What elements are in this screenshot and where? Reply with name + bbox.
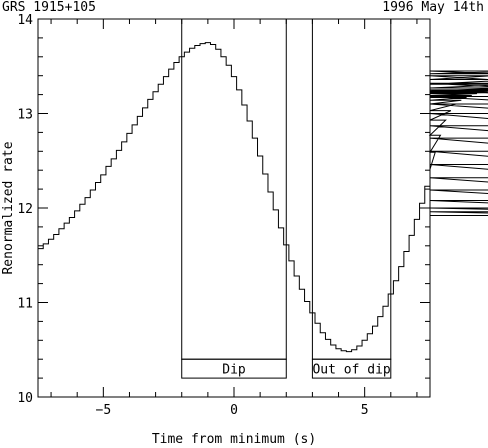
plot-area: −5 0 5 10 11 12 13 14 Dip Out of dip — [17, 13, 488, 418]
axis-ticks — [38, 18, 430, 398]
axis-tick-labels: −5 0 5 10 11 12 13 14 — [17, 13, 368, 418]
y-tick-label: 12 — [17, 202, 33, 217]
x-tick-label: −5 — [96, 403, 112, 418]
x-axis-title: Time from minimum (s) — [152, 432, 316, 447]
y-tick-label: 13 — [17, 108, 33, 123]
rate-step-curve — [38, 42, 488, 353]
x-tick-label: 5 — [361, 403, 369, 418]
region-label-box-2 — [311, 358, 392, 379]
source-name-label: GRS 1915+105 — [2, 0, 96, 15]
x-tick-label: 0 — [230, 403, 238, 418]
y-tick-label: 14 — [17, 13, 33, 28]
region-label-1: Dip — [222, 363, 246, 378]
selection-regions: Dip Out of dip — [181, 18, 392, 379]
region-window-1 — [181, 18, 287, 360]
y-tick-label: 11 — [17, 297, 33, 312]
region-label-2: Out of dip — [312, 363, 390, 378]
y-axis-title: Renormalized rate — [1, 141, 16, 274]
region-window-2 — [311, 18, 392, 360]
region-label-box-1 — [181, 358, 287, 379]
plot-frame — [37, 18, 431, 398]
observation-date-label: 1996 May 14th — [382, 0, 484, 15]
y-tick-label: 10 — [17, 391, 33, 406]
